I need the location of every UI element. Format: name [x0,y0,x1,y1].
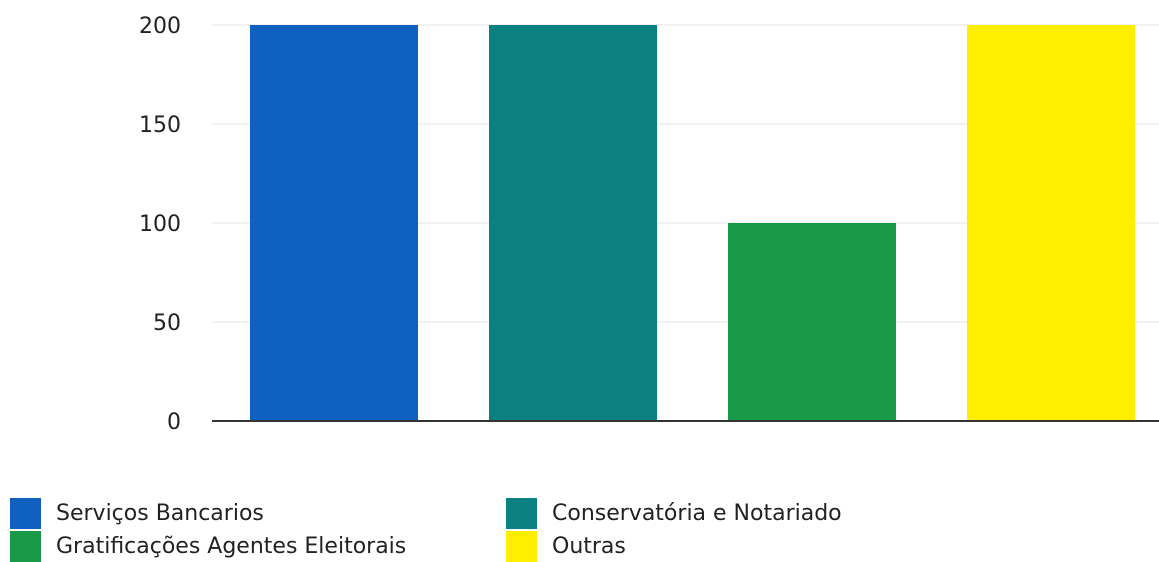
legend-label: Gratificações Agentes Eleitorais [56,533,407,559]
legend-label: Outras [552,533,626,559]
bar-chart: 0 50 100 150 200 [139,14,1159,435]
legend-swatch [10,497,41,529]
bars [250,25,1135,421]
legend-swatch [506,497,537,529]
legend-label: Conservatória e Notariado [552,500,842,526]
y-tick-label: 100 [139,212,181,237]
y-tick-label: 150 [139,113,181,138]
bar-servi-os-bancarios [250,25,418,421]
bar-conservat-ria-e-notariado [489,25,657,421]
legend-item-servicos-bancarios: Serviços Bancarios [10,497,264,529]
y-axis-ticks: 0 50 100 150 200 [139,14,181,435]
legend: Serviços Bancarios Conservatória e Notar… [0,486,1159,562]
bar-gratifica-es-agentes-eleitorais [728,223,896,421]
legend-swatch [10,530,41,562]
legend-item-outras: Outras [506,530,626,562]
legend-item-conservatoria-notariado: Conservatória e Notariado [506,497,842,529]
legend-item-gratificacoes-agentes-eleitorais: Gratificações Agentes Eleitorais [10,530,407,562]
y-tick-label: 200 [139,14,181,39]
legend-label: Serviços Bancarios [56,500,264,526]
bar-outras [967,25,1135,421]
legend-swatch [506,530,537,562]
y-tick-label: 0 [167,410,181,435]
y-tick-label: 50 [153,311,181,336]
